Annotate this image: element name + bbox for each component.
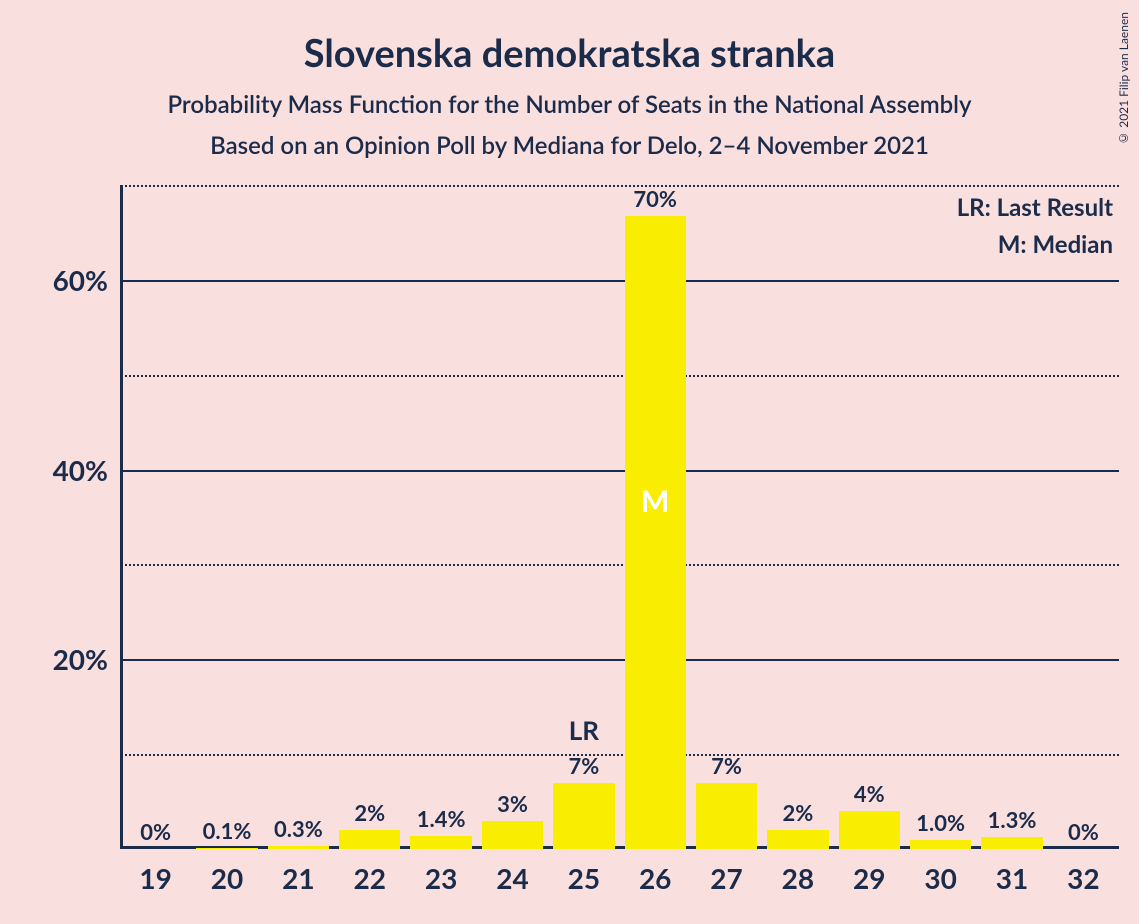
bar-value-label: 0.3% bbox=[274, 815, 323, 842]
x-tick-label: 27 bbox=[710, 861, 742, 895]
chart-container: Slovenska demokratska stranka Probabilit… bbox=[0, 0, 1139, 924]
bar bbox=[410, 836, 471, 849]
bar-slot: 0.3%21 bbox=[263, 185, 334, 849]
bar bbox=[839, 811, 900, 849]
bar bbox=[268, 846, 329, 849]
x-tick-label: 32 bbox=[1067, 861, 1099, 895]
chart-title: Slovenska demokratska stranka bbox=[30, 30, 1109, 76]
bar-slot: 4%29 bbox=[834, 185, 905, 849]
bar bbox=[696, 783, 757, 849]
bar bbox=[339, 830, 400, 849]
x-tick-label: 28 bbox=[782, 861, 814, 895]
bar bbox=[553, 783, 614, 849]
bar-value-label: 7% bbox=[568, 752, 599, 779]
legend: LR: Last Result M: Median bbox=[957, 189, 1113, 263]
bar-value-label: 2% bbox=[783, 799, 814, 826]
x-tick-label: 31 bbox=[996, 861, 1028, 895]
bar-slot: 3%24 bbox=[477, 185, 548, 849]
x-tick-label: 24 bbox=[496, 861, 528, 895]
x-tick-label: 30 bbox=[924, 861, 956, 895]
bar-value-label: 1.0% bbox=[916, 809, 965, 836]
bar-slot: 1.3%31 bbox=[976, 185, 1047, 849]
y-tick-label: 20% bbox=[53, 642, 120, 676]
y-tick-label: 40% bbox=[53, 453, 120, 487]
bar-slot: 70%M26 bbox=[620, 185, 691, 849]
bar bbox=[981, 837, 1042, 849]
x-tick-label: 29 bbox=[853, 861, 885, 895]
legend-m: M: Median bbox=[957, 226, 1113, 263]
x-tick-label: 21 bbox=[282, 861, 314, 895]
bar-value-label: 7% bbox=[711, 752, 742, 779]
bar-value-label: 0% bbox=[140, 818, 171, 845]
bar bbox=[196, 848, 257, 849]
bar-slot: 7%27 bbox=[691, 185, 762, 849]
bar-value-label: 0.1% bbox=[203, 817, 252, 844]
chart-subtitle-2: Based on an Opinion Poll by Mediana for … bbox=[30, 131, 1109, 160]
bar-slot: 1.0%30 bbox=[905, 185, 976, 849]
bar-value-label: 70% bbox=[633, 185, 677, 212]
bar: M bbox=[625, 216, 686, 849]
x-tick-label: 25 bbox=[568, 861, 600, 895]
bar-value-label: 4% bbox=[854, 780, 885, 807]
x-tick-label: 20 bbox=[211, 861, 243, 895]
lr-annotation: LR bbox=[569, 714, 599, 746]
bar-value-label: 1.3% bbox=[988, 806, 1037, 833]
bar-slot: 0.1%20 bbox=[191, 185, 262, 849]
bar-slot: 0%32 bbox=[1048, 185, 1119, 849]
chart-subtitle-1: Probability Mass Function for the Number… bbox=[30, 90, 1109, 119]
x-tick-label: 22 bbox=[354, 861, 386, 895]
bar-value-label: 0% bbox=[1068, 818, 1099, 845]
bar-slot: 2%22 bbox=[334, 185, 405, 849]
bars: 0%190.1%200.3%212%221.4%233%24LR7%2570%M… bbox=[120, 185, 1119, 849]
bar bbox=[767, 830, 828, 849]
y-tick-label: 60% bbox=[53, 263, 120, 297]
x-tick-label: 23 bbox=[425, 861, 457, 895]
bar-slot: 2%28 bbox=[762, 185, 833, 849]
bar-value-label: 1.4% bbox=[417, 805, 466, 832]
x-tick-label: 19 bbox=[139, 861, 171, 895]
bar-value-label: 2% bbox=[354, 799, 385, 826]
legend-lr: LR: Last Result bbox=[957, 189, 1113, 226]
plot-area: LR: Last Result M: Median 20%40%60% 0%19… bbox=[120, 185, 1119, 849]
median-annotation: M bbox=[641, 483, 669, 519]
bar-value-label: 3% bbox=[497, 790, 528, 817]
x-tick-label: 26 bbox=[639, 861, 671, 895]
bar-slot: LR7%25 bbox=[548, 185, 619, 849]
copyright: © 2021 Filip van Laenen bbox=[1116, 12, 1131, 146]
bar-slot: 0%19 bbox=[120, 185, 191, 849]
bar-slot: 1.4%23 bbox=[405, 185, 476, 849]
bar bbox=[482, 821, 543, 849]
bar bbox=[910, 840, 971, 849]
